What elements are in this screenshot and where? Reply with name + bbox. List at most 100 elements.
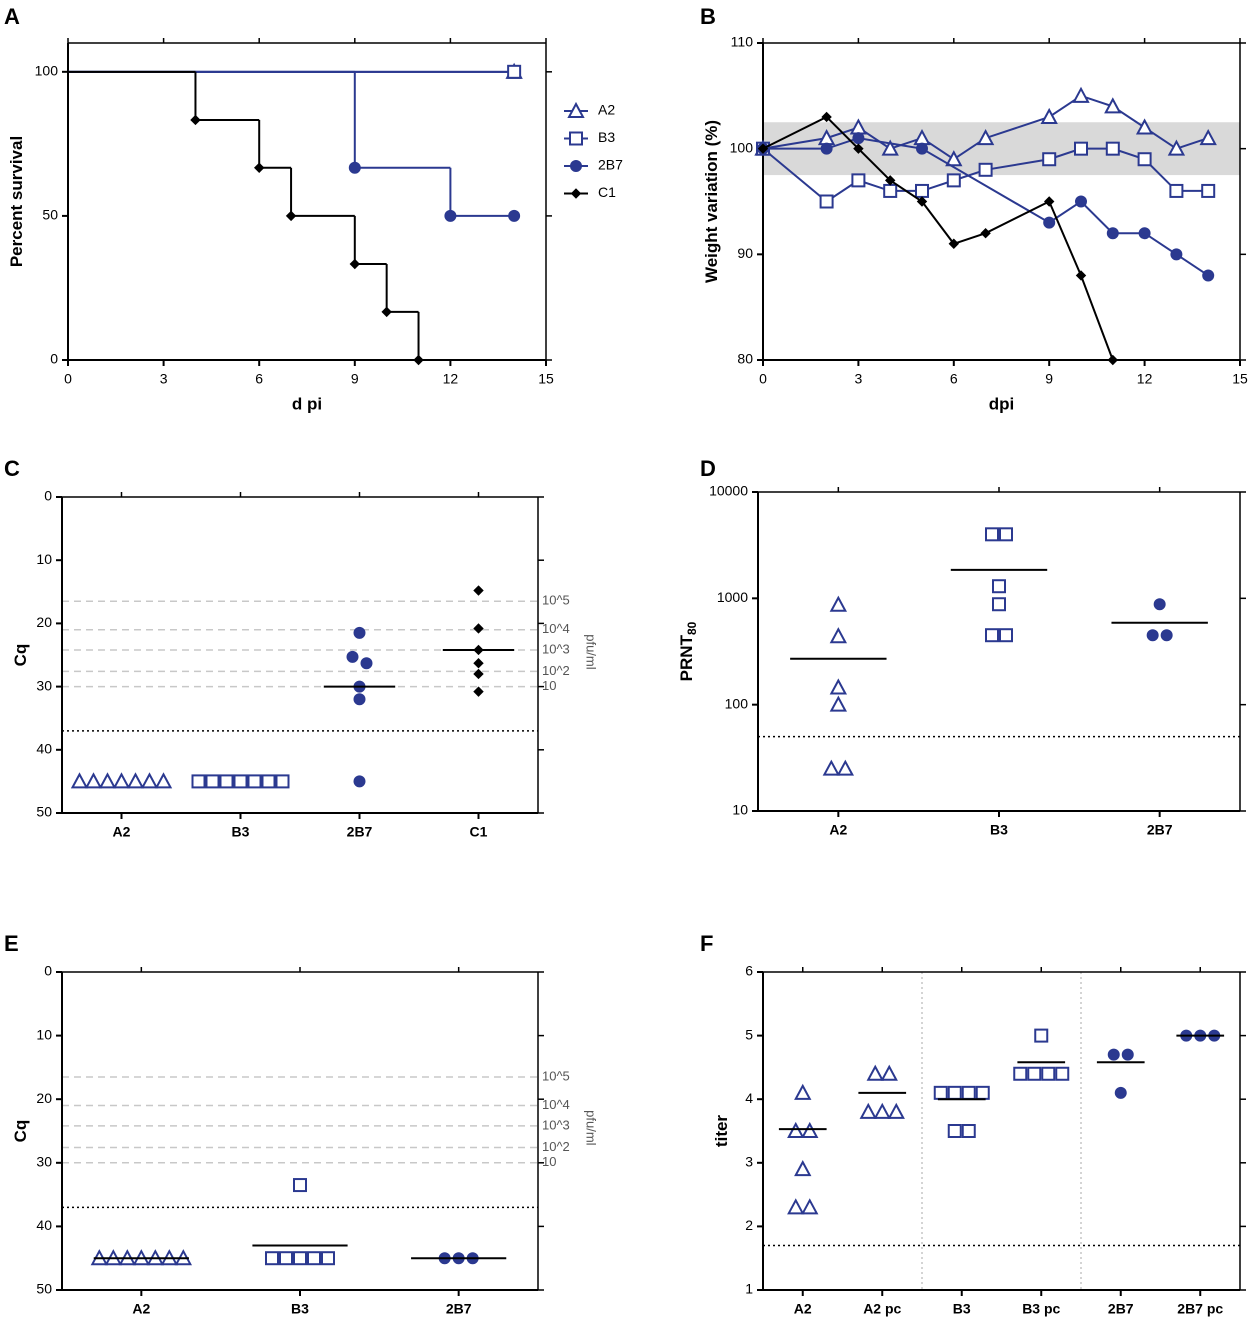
marker-square bbox=[975, 1085, 990, 1100]
marker-triangle bbox=[1199, 128, 1217, 146]
marker-diamond bbox=[381, 306, 392, 318]
marker-circle bbox=[852, 132, 865, 145]
y-axis-label-text: Cq bbox=[11, 644, 30, 667]
y-tick-label: 10 bbox=[36, 551, 52, 567]
marker-square bbox=[1201, 183, 1216, 198]
marker-square bbox=[992, 579, 1006, 594]
panel-letter: F bbox=[700, 931, 713, 956]
marker-circle bbox=[1138, 227, 1151, 240]
category-label: B3 bbox=[291, 1301, 309, 1317]
marker-triangle bbox=[787, 1121, 805, 1138]
x-tick-label: 6 bbox=[255, 371, 263, 387]
marker-diamond bbox=[473, 658, 484, 669]
x-tick-label: 15 bbox=[1232, 371, 1248, 387]
marker-square bbox=[507, 64, 522, 79]
marker-square bbox=[1013, 1066, 1028, 1081]
y-axis-label-text: PRNT bbox=[677, 634, 696, 681]
marker-square bbox=[915, 183, 929, 198]
x-axis-label: d pi bbox=[292, 394, 322, 413]
y-tick-label: 40 bbox=[36, 1217, 52, 1233]
marker-square bbox=[961, 1085, 976, 1100]
marker-circle bbox=[1106, 227, 1119, 240]
legend-label: C1 bbox=[598, 184, 616, 200]
marker-circle bbox=[1114, 1086, 1127, 1099]
legend-label: 2B7 bbox=[598, 157, 623, 173]
y-tick-label: 1000 bbox=[717, 589, 748, 605]
marker-triangle bbox=[794, 1083, 812, 1100]
legend-label: A2 bbox=[598, 102, 615, 118]
marker-square bbox=[191, 774, 206, 789]
marker-diamond bbox=[821, 111, 832, 123]
x-tick-label: 3 bbox=[160, 371, 168, 387]
marker-diamond bbox=[980, 227, 991, 239]
reference-label: 10^2 bbox=[542, 1139, 570, 1154]
marker-circle bbox=[1043, 216, 1056, 229]
marker-square bbox=[1074, 141, 1088, 156]
marker-diamond bbox=[285, 210, 297, 222]
x-tick-label: 9 bbox=[1045, 371, 1053, 387]
category-label: 2B7 bbox=[1147, 822, 1173, 838]
marker-square bbox=[1034, 1028, 1049, 1043]
x-axis-label: dpi bbox=[989, 394, 1015, 413]
panel-letter: D bbox=[700, 456, 716, 481]
marker-triangle bbox=[794, 1160, 812, 1177]
category-label: 2B7 bbox=[1108, 1301, 1134, 1317]
reference-label: 10^4 bbox=[542, 621, 570, 636]
y-axis-label-text: Percent survival bbox=[7, 136, 26, 267]
y-tick-label: 0 bbox=[44, 488, 52, 504]
marker-triangle bbox=[1167, 139, 1186, 156]
marker-triangle bbox=[829, 627, 848, 644]
y-tick-label: 4 bbox=[745, 1090, 753, 1106]
reference-unit: pfu/ml bbox=[584, 1110, 599, 1146]
category-label: A2 bbox=[794, 1301, 812, 1317]
marker-square bbox=[1055, 1066, 1070, 1081]
category-label: 2B7 bbox=[347, 824, 373, 840]
marker-square bbox=[279, 1251, 293, 1266]
marker-square bbox=[265, 1251, 279, 1266]
marker-triangle bbox=[112, 772, 131, 789]
marker-triangle bbox=[873, 1102, 891, 1119]
legend-marker bbox=[567, 101, 585, 118]
y-axis-label: PRNT80 bbox=[677, 621, 699, 681]
marker-diamond bbox=[916, 196, 928, 207]
marker-triangle bbox=[787, 1198, 805, 1215]
marker-square bbox=[321, 1251, 335, 1266]
y-tick-label: 10 bbox=[36, 1026, 52, 1042]
marker-triangle bbox=[822, 759, 841, 776]
category-label: B3 bbox=[990, 822, 1008, 838]
y-axis-label-text: titer bbox=[712, 1115, 731, 1148]
marker-diamond bbox=[349, 258, 361, 270]
legend-marker bbox=[570, 188, 582, 199]
y-tick-label: 10000 bbox=[709, 483, 748, 499]
marker-triangle bbox=[1040, 107, 1058, 124]
reference-unit: pfu/ml bbox=[584, 634, 599, 670]
marker-circle bbox=[360, 657, 373, 670]
marker-diamond bbox=[473, 623, 484, 634]
y-axis-label: Percent survival bbox=[7, 136, 26, 267]
marker-triangle bbox=[829, 595, 848, 612]
y-axis-label: Cq bbox=[11, 644, 30, 667]
marker-square bbox=[219, 774, 234, 789]
legend-marker bbox=[569, 131, 583, 146]
y-tick-label: 0 bbox=[44, 963, 52, 979]
y-tick-label: 80 bbox=[737, 351, 753, 367]
panel-letter: C bbox=[4, 456, 20, 481]
category-label: 2B7 pc bbox=[1177, 1301, 1223, 1317]
marker-square bbox=[961, 1124, 976, 1138]
y-tick-label: 110 bbox=[731, 34, 754, 50]
series-line bbox=[762, 115, 1114, 361]
marker-circle bbox=[916, 142, 928, 155]
marker-square bbox=[247, 774, 262, 789]
x-tick-label: 0 bbox=[64, 371, 72, 387]
marker-triangle bbox=[829, 695, 848, 712]
marker-square bbox=[1042, 152, 1057, 167]
marker-diamond bbox=[1043, 196, 1055, 207]
category-label: B3 bbox=[953, 1301, 971, 1317]
marker-circle bbox=[1170, 248, 1183, 261]
marker-diamond bbox=[948, 238, 960, 249]
x-tick-label: 6 bbox=[950, 371, 958, 387]
marker-square bbox=[985, 628, 999, 643]
x-tick-label: 15 bbox=[538, 371, 554, 387]
marker-diamond bbox=[190, 114, 201, 126]
